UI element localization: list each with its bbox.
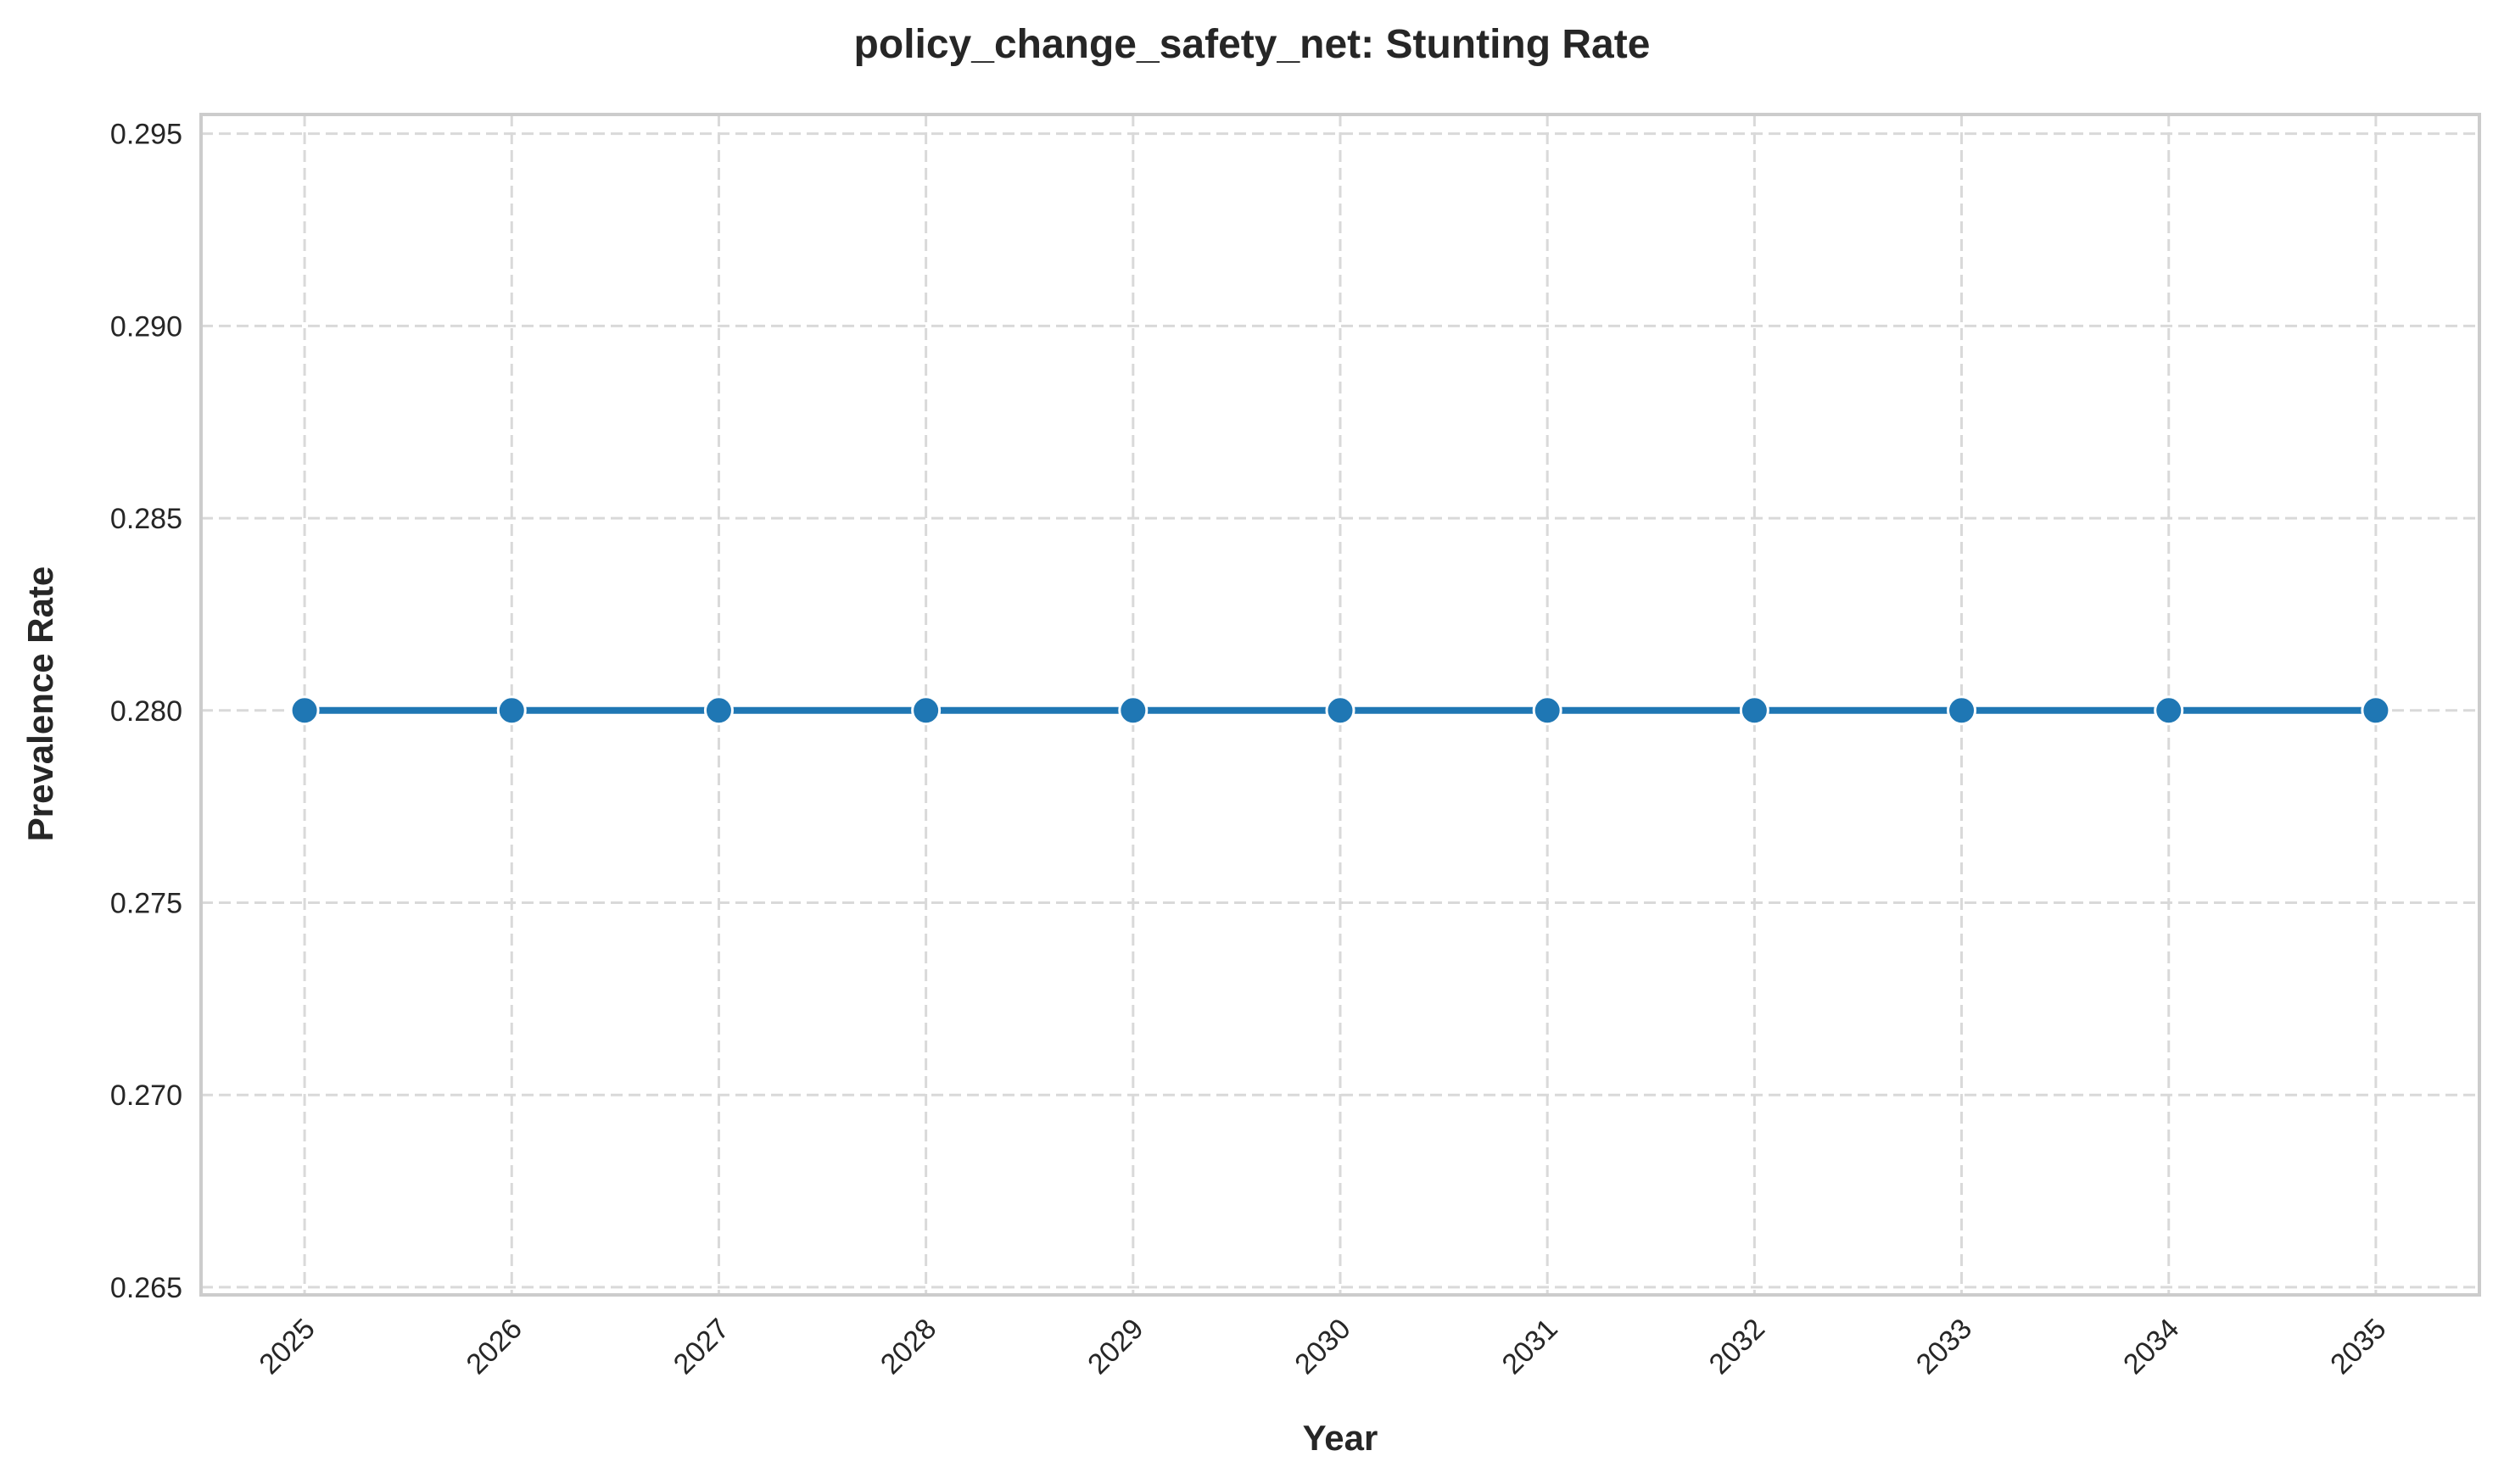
x-tick-label-2035: 2035	[2324, 1313, 2392, 1381]
x-axis-label: Year	[1303, 1418, 1378, 1458]
y-axis-label: Prevalence Rate	[20, 566, 60, 842]
x-tick-label-2033: 2033	[1910, 1313, 1978, 1381]
y-tick-label-0.285: 0.285	[110, 503, 182, 535]
data-point-2025	[289, 695, 320, 726]
data-point-2035	[2361, 695, 2391, 726]
y-tick-label-0.265: 0.265	[110, 1272, 182, 1304]
x-tick-label-2026: 2026	[461, 1313, 528, 1381]
x-tick-label-2028: 2028	[875, 1313, 942, 1381]
y-axis-ticks: 0.265 0.270 0.275 0.280 0.285 0.290 0.295	[110, 119, 182, 1304]
x-tick-label-2032: 2032	[1703, 1313, 1771, 1381]
plot-area-frame	[199, 113, 2481, 1297]
series-layer	[289, 695, 2391, 726]
x-axis-ticks: 2025 2026 2027 2028 2029 2030 2031 2032 2033 2034…	[253, 1313, 2392, 1381]
x-tick-label-2030: 2030	[1288, 1313, 1356, 1381]
data-point-2029	[1118, 695, 1149, 726]
y-tick-label-0.270: 0.270	[110, 1080, 182, 1112]
x-tick-label-2031: 2031	[1495, 1313, 1563, 1381]
data-point-2034	[2154, 695, 2184, 726]
data-point-2032	[1739, 695, 1769, 726]
y-tick-label-0.290: 0.290	[110, 310, 182, 343]
data-point-2031	[1532, 695, 1562, 726]
data-point-2027	[703, 695, 734, 726]
x-tick-label-2027: 2027	[668, 1313, 735, 1381]
chart-title: policy_change_safety_net: Stunting Rate	[854, 22, 1651, 67]
data-point-2026	[496, 695, 527, 726]
y-tick-label-0.275: 0.275	[110, 888, 182, 920]
x-tick-label-2034: 2034	[2117, 1313, 2185, 1381]
y-tick-label-0.280: 0.280	[110, 695, 182, 728]
data-point-2028	[911, 695, 942, 726]
y-tick-label-0.295: 0.295	[110, 119, 182, 151]
x-tick-label-2025: 2025	[253, 1313, 321, 1381]
x-tick-label-2029: 2029	[1082, 1313, 1149, 1381]
data-point-2033	[1947, 695, 1977, 726]
data-point-2030	[1325, 695, 1355, 726]
